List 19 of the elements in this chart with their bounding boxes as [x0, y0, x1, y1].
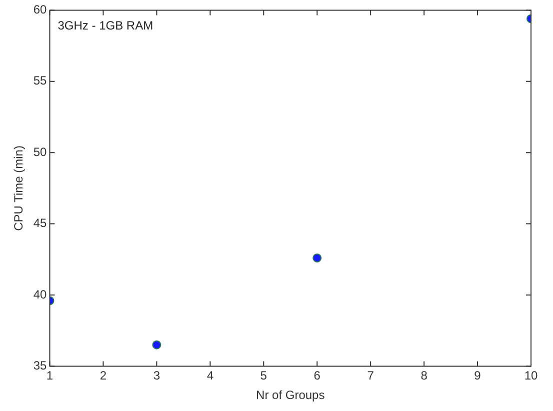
- annotation: 3GHz - 1GB RAM: [58, 18, 154, 33]
- x-tick-label: 6: [314, 368, 321, 383]
- x-tick-label: 3: [153, 368, 160, 383]
- y-axis-title: CPU Time (min): [12, 146, 26, 231]
- x-tick-label: 10: [524, 368, 538, 383]
- x-tick-label: 7: [367, 368, 374, 383]
- x-tick-label: 9: [474, 368, 482, 383]
- x-tick-label: 5: [260, 368, 268, 383]
- x-tick-label: 4: [206, 368, 214, 383]
- x-axis-title: Nr of Groups: [256, 388, 325, 402]
- x-tick-label: 8: [420, 368, 428, 383]
- x-tick-label: 1: [46, 368, 54, 383]
- y-tick-label: 35: [33, 358, 48, 373]
- y-tick-label: 45: [33, 216, 48, 230]
- y-tick-label: 55: [33, 74, 48, 88]
- y-tick-label: 40: [33, 287, 48, 302]
- x-tick-label: 2: [100, 368, 107, 383]
- y-tick-label: 60: [33, 2, 48, 17]
- y-tick-label: 50: [33, 144, 48, 159]
